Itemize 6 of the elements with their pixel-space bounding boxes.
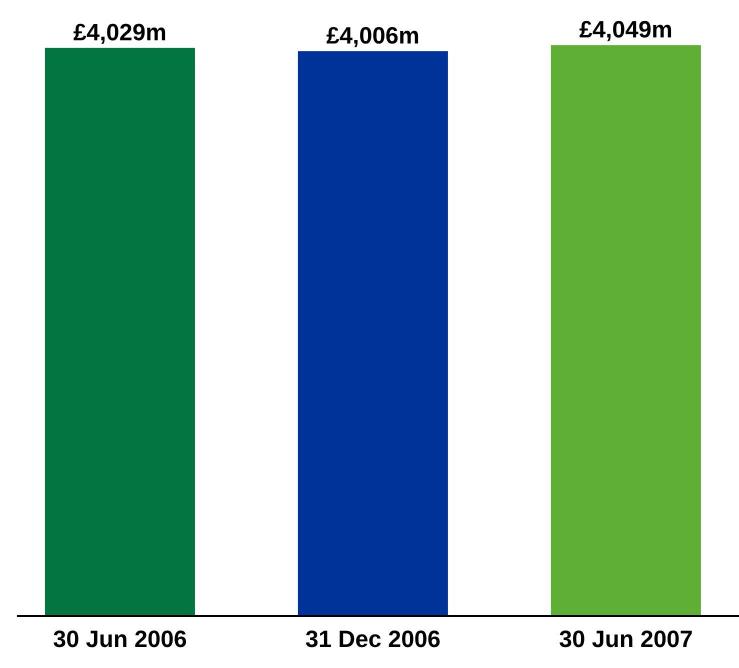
data-label: £4,049m bbox=[580, 20, 672, 42]
data-label: £4,029m bbox=[74, 24, 166, 44]
x-tick-label: 30 Jun 2006 bbox=[54, 630, 186, 648]
data-label: £4,006m bbox=[326, 27, 418, 48]
x-tick-label: 30 Jun 2007 bbox=[560, 630, 692, 648]
x-tick-label: 31 Dec 2006 bbox=[306, 630, 440, 648]
